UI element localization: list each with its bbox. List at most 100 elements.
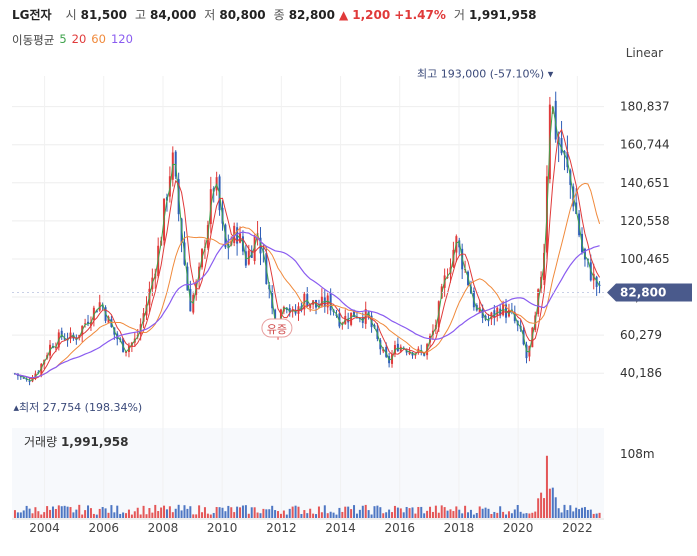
volume-bar	[60, 506, 63, 518]
volume-bar	[496, 512, 499, 518]
x-tick-label: 2020	[503, 521, 534, 535]
candle-body	[87, 321, 90, 325]
volume-bar	[183, 505, 186, 518]
ma-5[interactable]: 5	[59, 32, 67, 46]
volume-bar	[373, 506, 376, 518]
volume-bar	[22, 510, 25, 518]
volume-bar	[399, 508, 402, 518]
volume-bar	[195, 514, 198, 518]
ma60-line	[14, 182, 601, 379]
volume-bar	[54, 508, 57, 518]
ma-120[interactable]: 120	[110, 32, 133, 46]
volume-bar	[534, 511, 537, 518]
candle-body	[446, 276, 449, 278]
volume-bar	[464, 505, 467, 518]
candle-body	[329, 293, 332, 311]
candle-body	[107, 316, 110, 323]
volume-bar	[142, 505, 145, 518]
volume-bar	[396, 507, 399, 518]
ma20-line	[14, 128, 601, 380]
volume-bar	[66, 506, 69, 518]
x-tick-label: 2022	[562, 521, 593, 535]
volume-bar	[361, 505, 364, 518]
volume-bar	[364, 504, 367, 518]
volume-bar	[268, 509, 271, 518]
volume-bar	[315, 514, 318, 518]
stock-name: LG전자	[12, 8, 52, 22]
volume-bar	[189, 506, 192, 518]
candle-body	[385, 347, 388, 357]
volume-bar	[198, 505, 201, 518]
volume-bar	[19, 512, 22, 518]
volume-bar	[177, 504, 180, 518]
volume-bar	[203, 507, 206, 518]
volume-bar	[218, 507, 221, 518]
volume-bar	[513, 509, 516, 518]
volume-bar	[326, 513, 329, 518]
candle-body	[554, 100, 557, 140]
volume-bar	[145, 514, 148, 518]
candles	[13, 91, 601, 386]
volume-bar	[180, 510, 183, 518]
volume-bar	[51, 506, 54, 518]
volume-bar	[420, 506, 423, 518]
volume-bar	[288, 508, 291, 518]
candle-body	[72, 334, 75, 339]
volume-bar	[37, 511, 40, 518]
ma-60[interactable]: 60	[91, 32, 106, 46]
volume-bar	[583, 507, 586, 518]
candle-body	[560, 138, 563, 154]
candle-body	[98, 302, 101, 311]
volume-bar	[256, 512, 259, 518]
volume-bar	[92, 513, 95, 518]
volume-bar	[323, 505, 326, 518]
volume-bar	[151, 512, 154, 518]
volume-bar	[458, 509, 461, 518]
x-tick-label: 2006	[88, 521, 119, 535]
volume-bar	[57, 505, 60, 518]
volume-bar	[379, 507, 382, 518]
volume-bar	[98, 508, 101, 518]
volume-bar	[388, 509, 391, 518]
volume-bar	[350, 509, 353, 518]
volume-bar	[551, 487, 554, 518]
volume-bar	[127, 509, 130, 518]
volume-bar	[341, 511, 344, 518]
volume-bar	[279, 513, 282, 518]
volume-bar	[382, 513, 385, 518]
low-label: 저	[204, 8, 216, 22]
volume-bar	[429, 506, 432, 518]
volume-bar	[335, 514, 338, 518]
volume-bar	[545, 455, 548, 518]
volume-bar	[125, 513, 128, 518]
volume-bar	[411, 507, 414, 518]
volume-bar	[230, 507, 233, 518]
volume-bar	[209, 514, 212, 518]
volume-bar	[540, 492, 543, 518]
volume-bar	[434, 505, 437, 518]
ma-20[interactable]: 20	[71, 32, 87, 46]
volume-bar	[516, 505, 519, 518]
volume-bar	[110, 505, 113, 518]
change-arrow-icon: ▲	[339, 8, 349, 22]
volume-bar	[250, 507, 253, 518]
open-label: 시	[65, 8, 77, 22]
volume-bar	[72, 512, 75, 518]
scale-toggle[interactable]: Linear	[625, 46, 663, 60]
volume-bar	[160, 507, 163, 518]
candle-body	[350, 312, 353, 325]
ma-legend-label: 이동평균	[12, 33, 55, 47]
volume-value: 1,991,958	[468, 8, 537, 22]
volume-bar	[28, 508, 31, 518]
volume-bar	[107, 512, 110, 518]
volume-bar	[75, 509, 78, 518]
volume-bar	[224, 511, 227, 518]
volume-bar	[490, 514, 493, 518]
moving-average-legend[interactable]: 이동평균 5 20 60 120	[12, 32, 133, 48]
volume-bar	[46, 506, 49, 518]
volume-bar	[69, 507, 72, 518]
volume-bar	[563, 504, 566, 518]
x-tick-label: 2014	[325, 521, 356, 535]
volume-bar	[148, 508, 151, 518]
